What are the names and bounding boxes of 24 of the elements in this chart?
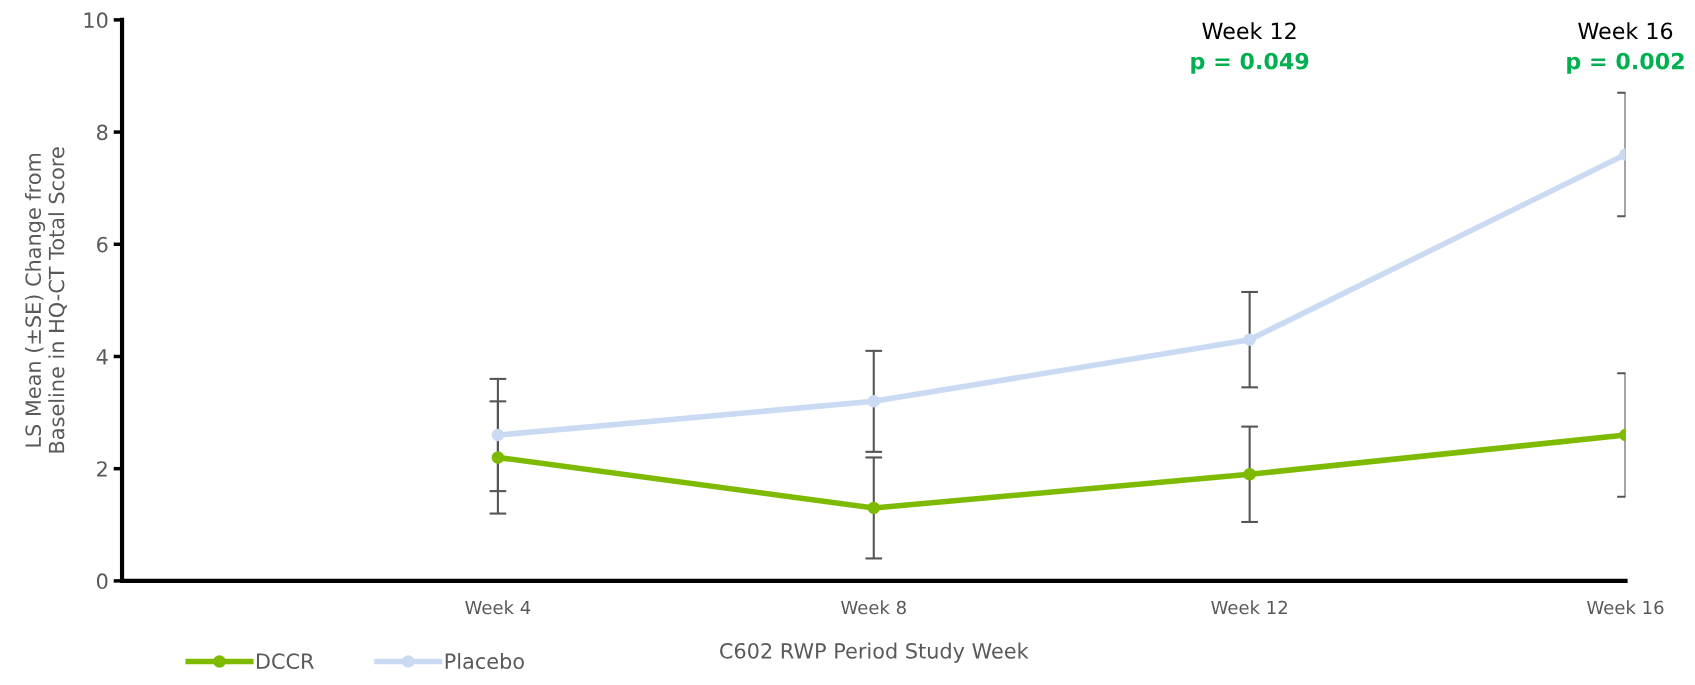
legend-label: DCCR <box>256 653 314 670</box>
point <box>1243 468 1256 481</box>
annotation: p = 0.049 <box>1191 52 1309 74</box>
y-tick-label: 8 <box>97 124 108 141</box>
annotation: Week 16 <box>1578 22 1673 40</box>
annotation: Week 12 <box>1202 22 1296 40</box>
point <box>491 451 505 464</box>
point <box>867 395 881 408</box>
y-axis-title: LS Mean (±SE) Change from Baseline in HQ-CT Total Score <box>24 147 67 453</box>
point <box>867 501 881 515</box>
x-axis-title: C602 RWP Period Study Week <box>720 642 1029 663</box>
annotation: p = 0.002 <box>1567 52 1684 74</box>
x-tick-label: Week 4 <box>465 600 531 615</box>
y-tick-label: 0 <box>96 573 108 590</box>
x-tick-label: Week 16 <box>1587 600 1664 615</box>
y-tick-label: 2 <box>97 461 107 477</box>
point <box>491 428 505 442</box>
y-tick-label: 6 <box>97 236 108 253</box>
y-tick-label: 10 <box>84 12 108 29</box>
y-tick-label: 4 <box>96 349 108 365</box>
legend-label: Placebo <box>445 652 524 670</box>
x-tick-label: Week 12 <box>1211 600 1287 615</box>
x-tick-label: Week 8 <box>841 600 906 615</box>
point <box>1243 333 1256 346</box>
